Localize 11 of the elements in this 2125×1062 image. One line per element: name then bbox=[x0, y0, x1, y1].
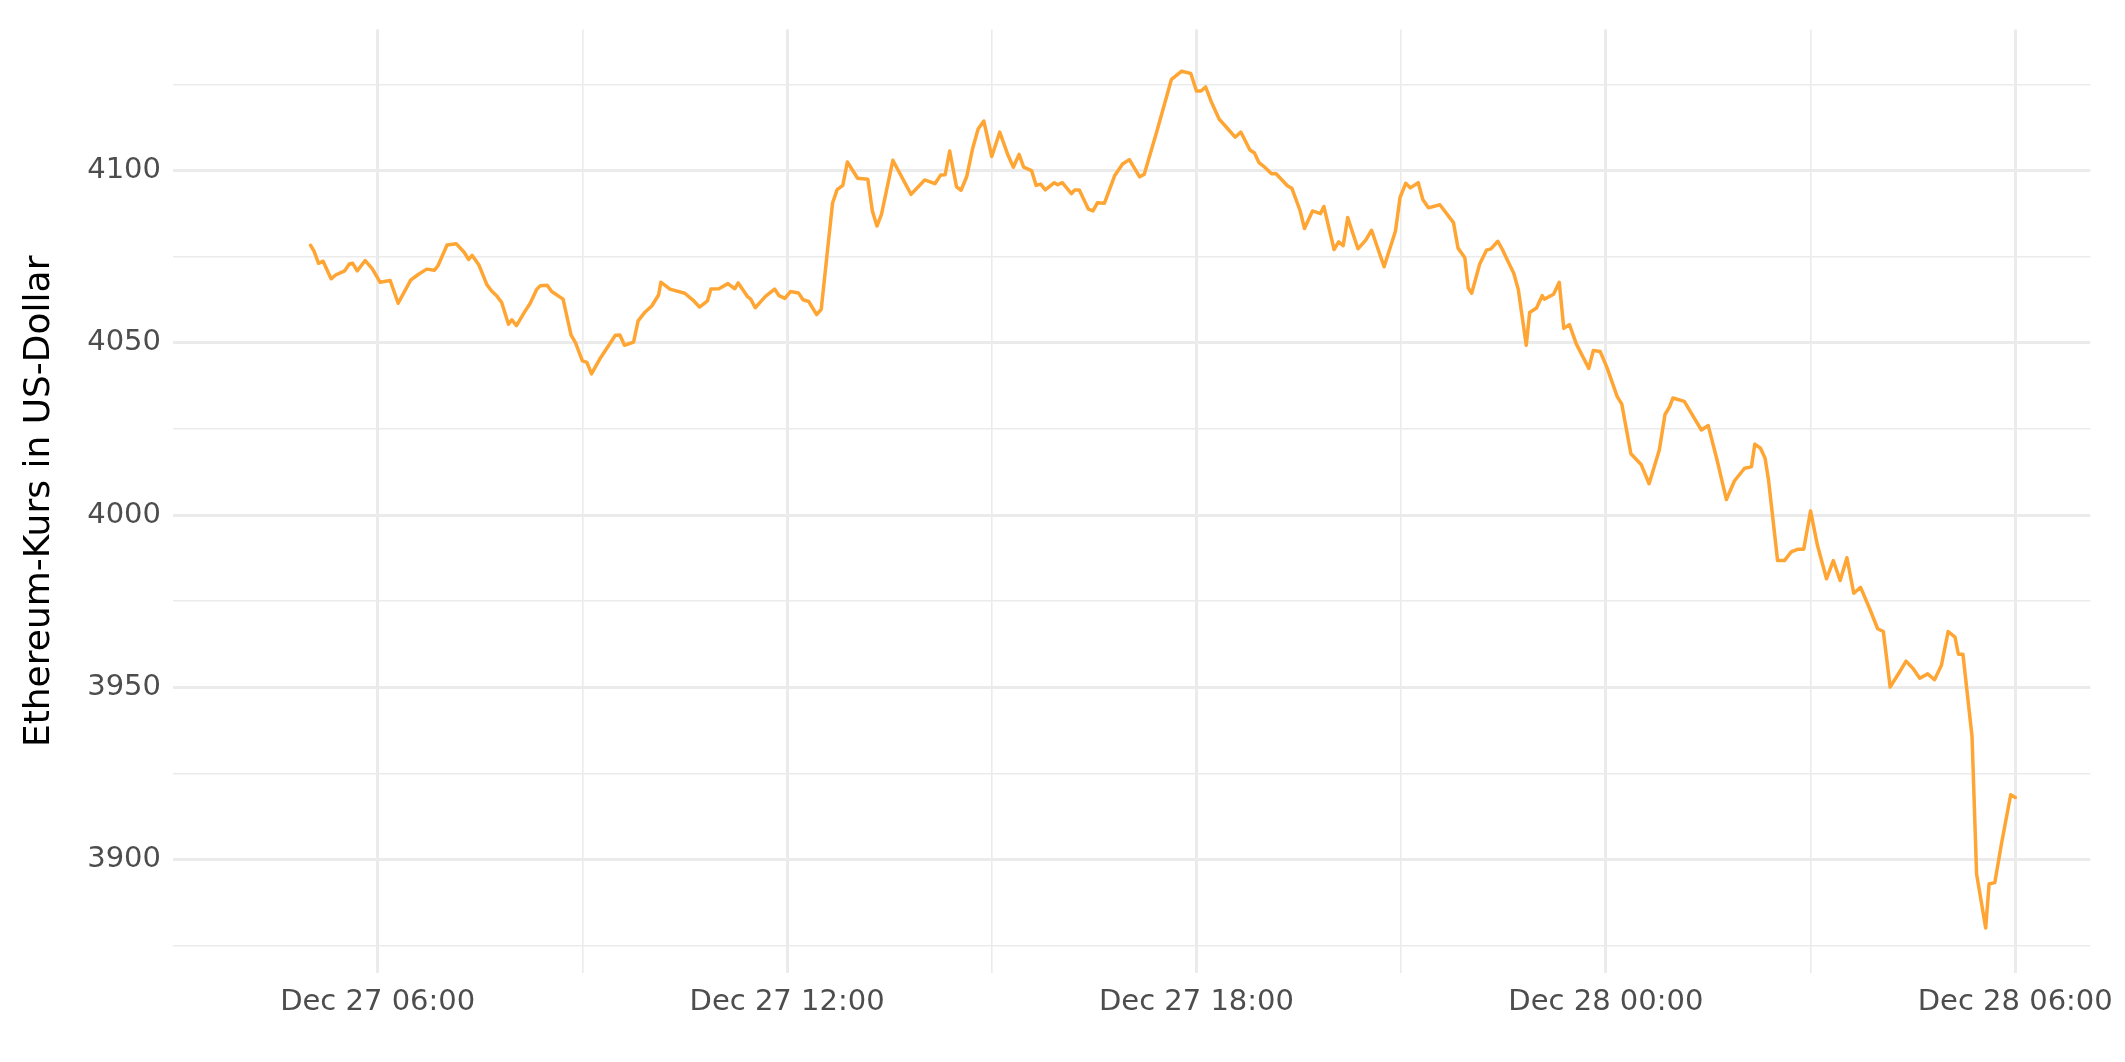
x-tick-label: Dec 27 12:00 bbox=[689, 983, 885, 1018]
y-tick-label: 4050 bbox=[87, 323, 161, 358]
x-tick-label: Dec 27 18:00 bbox=[1098, 983, 1294, 1018]
y-tick-label: 4100 bbox=[87, 151, 161, 186]
y-tick-label: 3950 bbox=[87, 667, 161, 702]
y-tick-label: 4000 bbox=[87, 495, 161, 530]
y-axis-title: Ethereum-Kurs in US-Dollar bbox=[15, 255, 57, 748]
x-tick-label: Dec 28 06:00 bbox=[1917, 983, 2113, 1018]
x-tick-label: Dec 28 00:00 bbox=[1508, 983, 1704, 1018]
y-tick-label: 3900 bbox=[87, 840, 161, 875]
x-tick-label: Dec 27 06:00 bbox=[280, 983, 476, 1018]
